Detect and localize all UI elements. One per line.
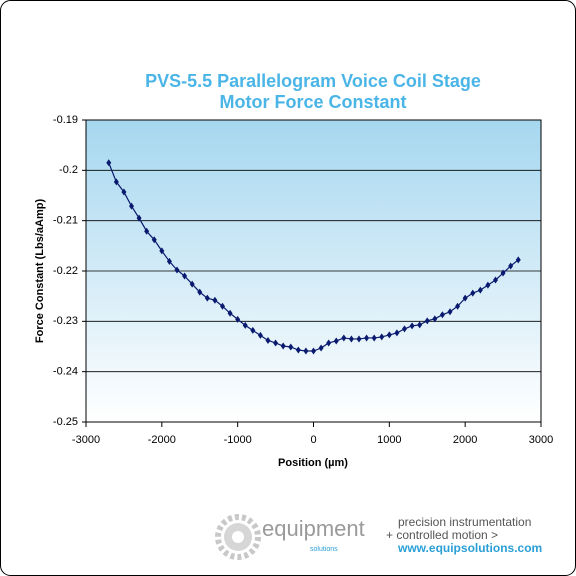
marker (182, 272, 188, 280)
x-axis-label: Position (µm) (278, 457, 348, 469)
marker (477, 286, 483, 294)
marker (295, 346, 301, 354)
marker (235, 315, 241, 323)
marker (280, 342, 286, 350)
brand-sub: solutions (310, 546, 338, 553)
marker (151, 236, 157, 244)
marker (348, 335, 354, 343)
y-tick-label: -0.19 (53, 114, 78, 126)
marker (508, 262, 514, 270)
marker (303, 347, 309, 355)
marker (159, 247, 165, 255)
marker (432, 315, 438, 323)
marker (485, 281, 491, 289)
chart-title: Motor Force Constant (220, 92, 407, 112)
marker (394, 329, 400, 337)
marker (364, 334, 370, 342)
marker (129, 202, 134, 210)
marker (220, 302, 225, 310)
marker (447, 308, 453, 316)
marker (409, 322, 415, 330)
marker (326, 339, 332, 347)
marker (189, 280, 195, 288)
marker (204, 294, 210, 302)
y-tick-label: -0.2 (59, 164, 78, 176)
marker (136, 214, 142, 222)
x-tick-label: 0 (310, 434, 316, 446)
y-tick-label: -0.22 (53, 265, 78, 277)
y-tick-label: -0.23 (53, 315, 78, 327)
marker (455, 302, 461, 310)
marker (470, 289, 476, 297)
y-tick-label: -0.21 (53, 215, 78, 227)
marker (386, 331, 392, 339)
marker (242, 321, 248, 329)
brand: equipment (262, 516, 365, 541)
marker (515, 256, 521, 264)
plot-border (85, 119, 542, 423)
marker (106, 159, 112, 167)
chart-title: PVS-5.5 Parallelogram Voice Coil Stage (145, 71, 481, 91)
tagline: + controlled motion > (386, 528, 498, 542)
tagline: precision instrumentation (398, 515, 531, 529)
x-tick-label: -3000 (72, 434, 100, 446)
marker (379, 333, 385, 341)
url: www.equipsolutions.com (397, 541, 542, 555)
marker (341, 334, 347, 342)
marker (493, 276, 498, 284)
marker (288, 343, 294, 351)
marker (166, 257, 172, 265)
marker (417, 321, 423, 329)
marker (257, 331, 263, 339)
marker (439, 311, 445, 319)
marker (197, 288, 203, 296)
logo-gear (215, 514, 261, 560)
x-tick-label: 2000 (453, 434, 477, 446)
marker (356, 335, 362, 343)
marker (144, 227, 150, 235)
x-tick-label: -2000 (148, 434, 176, 446)
marker (265, 336, 271, 344)
marker (121, 188, 127, 196)
marker (227, 309, 233, 317)
marker (462, 294, 468, 302)
y-tick-label: -0.24 (53, 366, 78, 378)
marker (424, 317, 430, 325)
marker (402, 325, 407, 333)
marker (311, 347, 316, 355)
marker (250, 326, 256, 334)
x-tick-label: 1000 (377, 434, 401, 446)
y-axis-label: Force Constant (Lbs/aAmp) (34, 199, 46, 344)
x-tick-label: -1000 (224, 434, 252, 446)
x-tick-label: 3000 (529, 434, 553, 446)
marker (273, 339, 279, 347)
marker (500, 269, 506, 277)
marker (113, 178, 119, 186)
marker (333, 337, 339, 345)
marker (212, 296, 218, 304)
y-tick-label: -0.25 (53, 416, 78, 428)
marker (174, 266, 180, 274)
marker (318, 344, 324, 352)
marker (371, 334, 377, 342)
